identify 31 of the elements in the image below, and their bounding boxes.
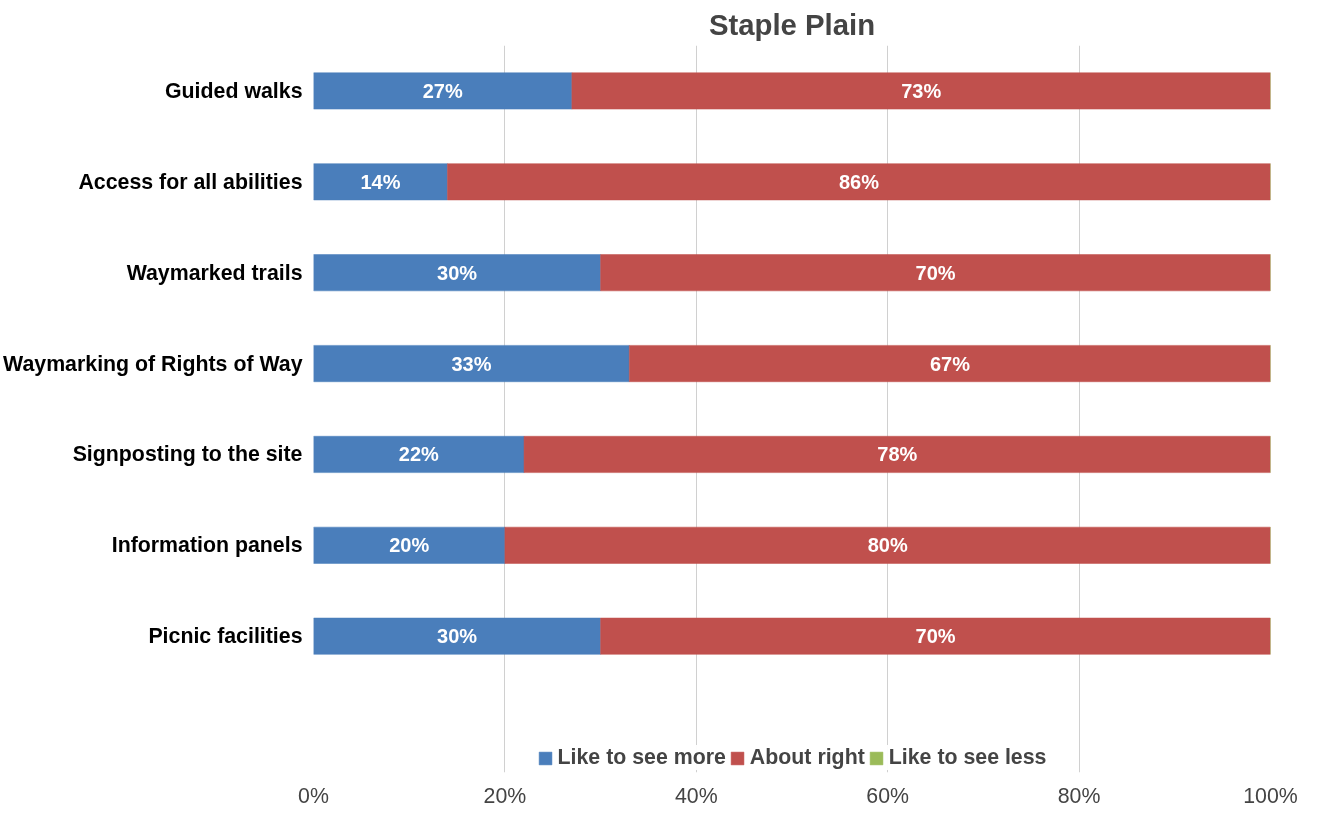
legend-label: Like to see less (888, 745, 1047, 770)
data-label: 30% (437, 625, 478, 648)
legend-label: Like to see more (557, 745, 726, 770)
x-tick-label: 60% (866, 783, 910, 808)
y-tick-label: Picnic facilities (148, 624, 303, 649)
y-tick-label: Waymarked trails (126, 260, 303, 285)
y-tick-label: Access for all abilities (78, 169, 303, 194)
x-tick-label: 80% (1057, 783, 1101, 808)
y-tick-label: Information panels (111, 533, 303, 558)
data-label: 27% (422, 79, 463, 102)
data-label: 78% (877, 443, 918, 466)
chart-title: Staple Plain (708, 7, 876, 41)
data-label: 70% (915, 261, 956, 284)
y-tick-label: Guided walks (165, 78, 303, 103)
data-label: 73% (901, 79, 942, 102)
x-tick-label: 100% (1243, 783, 1298, 808)
data-label: 33% (451, 352, 492, 375)
data-label: 80% (867, 534, 908, 557)
legend-label: About right (749, 745, 865, 770)
y-tick-label: Waymarking of Rights of Way (3, 351, 303, 376)
y-tick-label: Signposting to the site (72, 442, 303, 467)
data-label: 70% (915, 625, 956, 648)
data-label: 67% (929, 352, 971, 375)
x-tick-label: 0% (298, 783, 329, 808)
data-label: 22% (398, 443, 439, 466)
data-label: 86% (838, 170, 880, 193)
x-tick-label: 40% (674, 783, 718, 808)
data-label: 14% (360, 170, 401, 193)
data-label: 20% (389, 534, 430, 557)
x-tick-label: 20% (483, 783, 527, 808)
data-label: 30% (437, 261, 478, 284)
